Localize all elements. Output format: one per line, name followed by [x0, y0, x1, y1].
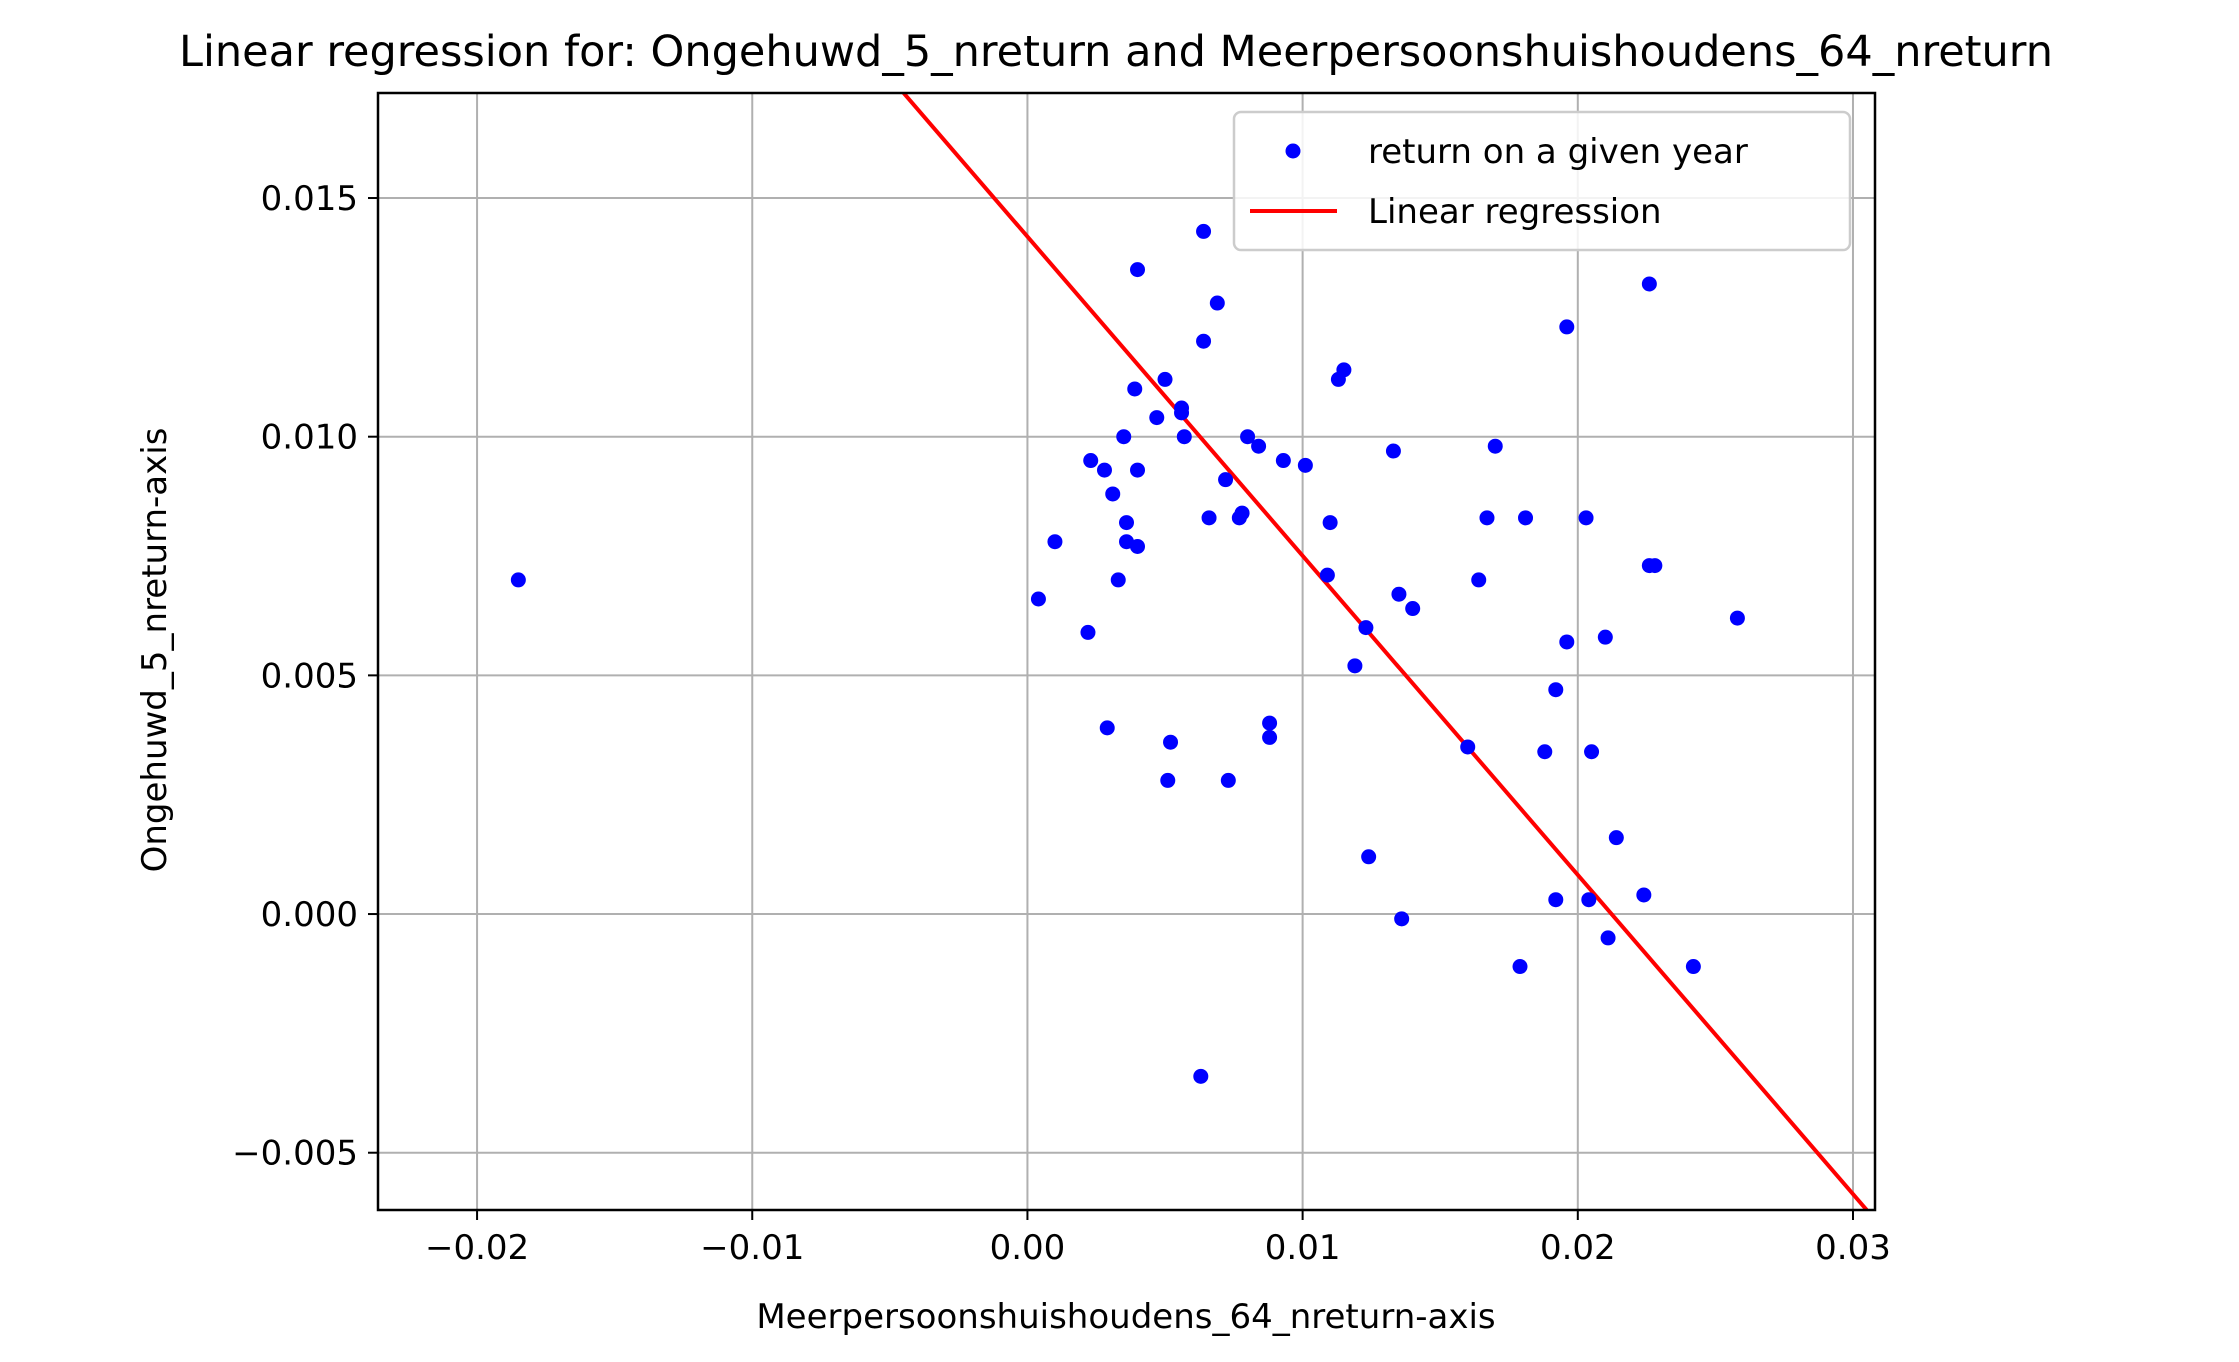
scatter-point: [1391, 586, 1407, 602]
scatter-point: [1608, 830, 1624, 846]
x-ticks: −0.02 −0.01 0.00 0.01 0.02 0.03: [425, 1210, 1891, 1268]
scatter-point: [1240, 429, 1256, 445]
scatter-point: [1297, 457, 1313, 473]
legend-box: [1232, 110, 1852, 252]
scatter-point: [1116, 429, 1132, 445]
scatter-point: [1322, 515, 1338, 531]
scatter-point: [1385, 443, 1401, 459]
scatter-point: [1548, 892, 1564, 908]
regression-line-layer: [902, 93, 1869, 1210]
y-tick-label: −0.005: [232, 1134, 358, 1174]
scatter-point: [1347, 658, 1363, 674]
scatter-point: [1460, 739, 1476, 755]
x-tick-label: −0.02: [425, 1228, 529, 1268]
y-tick-label: 0.010: [261, 418, 358, 458]
scatter-point: [1220, 772, 1236, 788]
scatter-point: [1600, 930, 1616, 946]
scatter-point: [1471, 572, 1487, 588]
scatter-point: [1157, 371, 1173, 387]
scatter-point: [1578, 510, 1594, 526]
scatter-point: [1581, 892, 1597, 908]
scatter-point: [1597, 629, 1613, 645]
scatter-point: [1119, 515, 1134, 531]
scatter-point: [1196, 223, 1212, 239]
scatter-point: [1479, 510, 1495, 526]
scatter-point: [1030, 591, 1046, 607]
scatter-point: [1080, 624, 1096, 640]
scatter-point: [1405, 601, 1421, 617]
scatter-point: [1176, 429, 1192, 445]
scatter-point: [1487, 438, 1503, 454]
scatter-point: [1361, 849, 1377, 865]
x-tick-label: −0.01: [700, 1228, 804, 1268]
scatter-point: [1647, 558, 1663, 574]
x-tick-label: 0.00: [990, 1228, 1066, 1268]
scatter-point: [1559, 319, 1575, 335]
scatter-point: [1234, 505, 1250, 521]
scatter-point: [1537, 744, 1553, 760]
scatter-point: [1163, 734, 1179, 750]
scatter-point: [1218, 472, 1234, 488]
scatter-point: [1196, 333, 1212, 349]
scatter-point: [1083, 453, 1099, 469]
scatter-point: [1096, 462, 1112, 478]
x-tick-label: 0.01: [1265, 1228, 1341, 1268]
y-tick-label: 0.000: [261, 895, 358, 935]
scatter-point: [1358, 620, 1374, 636]
legend-scatter-marker: [1285, 143, 1301, 159]
scatter-point: [1336, 362, 1352, 378]
scatter-point: [1209, 295, 1225, 311]
scatter-point: [1685, 959, 1701, 975]
scatter-point: [1636, 887, 1652, 903]
x-axis-label: Meerpersoonshuishoudens_64_nreturn-axis: [756, 1297, 1495, 1337]
scatter-point: [1174, 400, 1190, 416]
scatter-point: [1262, 715, 1278, 731]
scatter-point: [1127, 381, 1143, 397]
scatter-point: [1130, 462, 1146, 478]
legend: return on a given year Linear regression: [1232, 110, 1852, 252]
scatter-point: [1584, 744, 1600, 760]
scatter-point: [1518, 510, 1534, 526]
scatter-point: [1559, 634, 1575, 650]
legend-label-scatter: return on a given year: [1368, 132, 1748, 172]
scatter-point: [1193, 1068, 1209, 1084]
x-tick-label: 0.03: [1815, 1228, 1891, 1268]
scatter-point: [510, 572, 526, 588]
y-axis-label: Ongehuwd_5_nreturn-axis: [135, 428, 175, 873]
scatter-point: [1130, 538, 1146, 554]
scatter-point: [1319, 567, 1335, 583]
scatter-point: [1160, 772, 1176, 788]
scatter-point: [1548, 682, 1564, 698]
scatter-point: [1275, 453, 1291, 469]
scatter-point: [1512, 959, 1528, 975]
scatter-point: [1251, 438, 1267, 454]
y-ticks: −0.005 0.000 0.005 0.010 0.015: [232, 179, 378, 1174]
scatter-point: [1394, 911, 1410, 927]
x-tick-label: 0.02: [1540, 1228, 1616, 1268]
scatter-point: [1130, 262, 1146, 278]
scatter-point: [1149, 410, 1165, 426]
scatter-point: [1105, 486, 1121, 502]
y-tick-label: 0.005: [261, 656, 358, 696]
regression-line: [902, 93, 1869, 1210]
scatter-point: [1729, 610, 1745, 626]
scatter-point: [1110, 572, 1126, 588]
plot-frame: [376, 91, 1877, 1212]
y-tick-label: 0.015: [261, 179, 358, 219]
chart-title: Linear regression for: Ongehuwd_5_nretur…: [179, 27, 2053, 77]
scatter-point: [1047, 534, 1063, 550]
plot-area: [376, 91, 1877, 1212]
scatter-point: [1262, 729, 1278, 745]
scatter-point: [1099, 720, 1115, 736]
scatter-points: [510, 223, 1745, 1084]
scatter-point: [1201, 510, 1217, 526]
scatter-point: [1641, 276, 1657, 292]
legend-label-regression: Linear regression: [1368, 192, 1662, 232]
